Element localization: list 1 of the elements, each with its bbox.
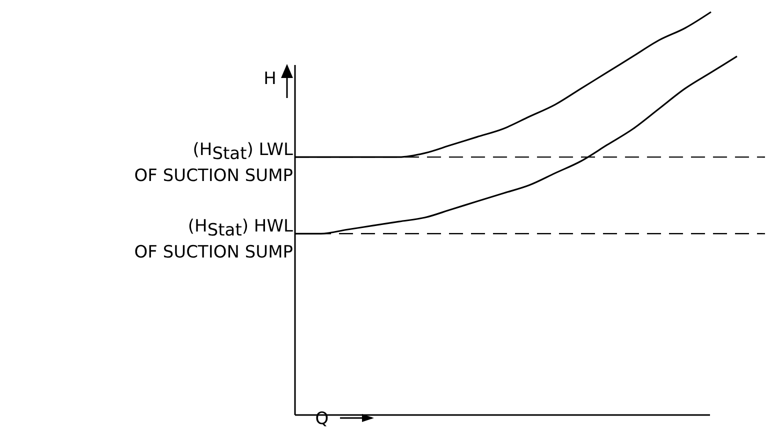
y-axis-title: H <box>264 69 276 89</box>
